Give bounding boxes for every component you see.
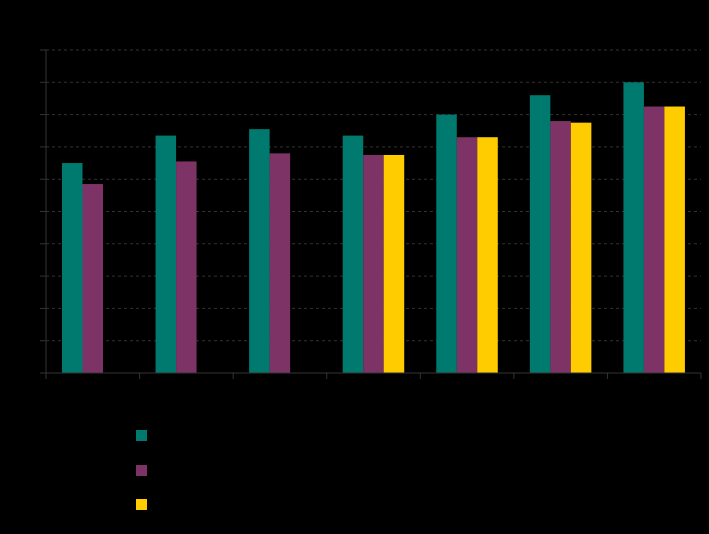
legend-swatch-series-2 bbox=[136, 464, 147, 476]
axes bbox=[40, 49, 702, 379]
bar-chart bbox=[40, 49, 702, 379]
bar-series-2-cat-4 bbox=[363, 154, 384, 373]
bar-series-2-cat-7 bbox=[643, 106, 665, 374]
legend bbox=[136, 430, 157, 534]
bar-series-1-cat-2 bbox=[155, 135, 177, 373]
bar-series-2-cat-2 bbox=[176, 161, 197, 373]
legend-swatch-series-3 bbox=[136, 499, 147, 510]
bar-series-1-cat-3 bbox=[249, 129, 270, 373]
bar-series-3-cat-4 bbox=[383, 154, 405, 373]
bar-series-3-cat-6 bbox=[570, 122, 592, 373]
bar-series-1-cat-4 bbox=[342, 135, 364, 373]
bar-series-2-cat-6 bbox=[550, 121, 571, 373]
legend-item-series-2 bbox=[136, 464, 157, 500]
bar-series-2-cat-3 bbox=[269, 153, 291, 373]
bars bbox=[62, 82, 685, 374]
bar-series-1-cat-7 bbox=[623, 82, 644, 374]
bar-series-3-cat-7 bbox=[664, 106, 685, 374]
legend-swatch-series-1 bbox=[136, 430, 147, 441]
bar-series-3-cat-5 bbox=[477, 137, 498, 373]
bar-series-1-cat-5 bbox=[436, 114, 457, 373]
bar-series-1-cat-1 bbox=[62, 163, 83, 373]
legend-item-series-3 bbox=[136, 499, 157, 534]
bar-series-2-cat-1 bbox=[82, 184, 103, 373]
bar-series-2-cat-5 bbox=[456, 137, 478, 373]
bar-series-1-cat-6 bbox=[529, 95, 551, 373]
gridlines bbox=[46, 49, 701, 342]
legend-item-series-1 bbox=[136, 430, 157, 465]
